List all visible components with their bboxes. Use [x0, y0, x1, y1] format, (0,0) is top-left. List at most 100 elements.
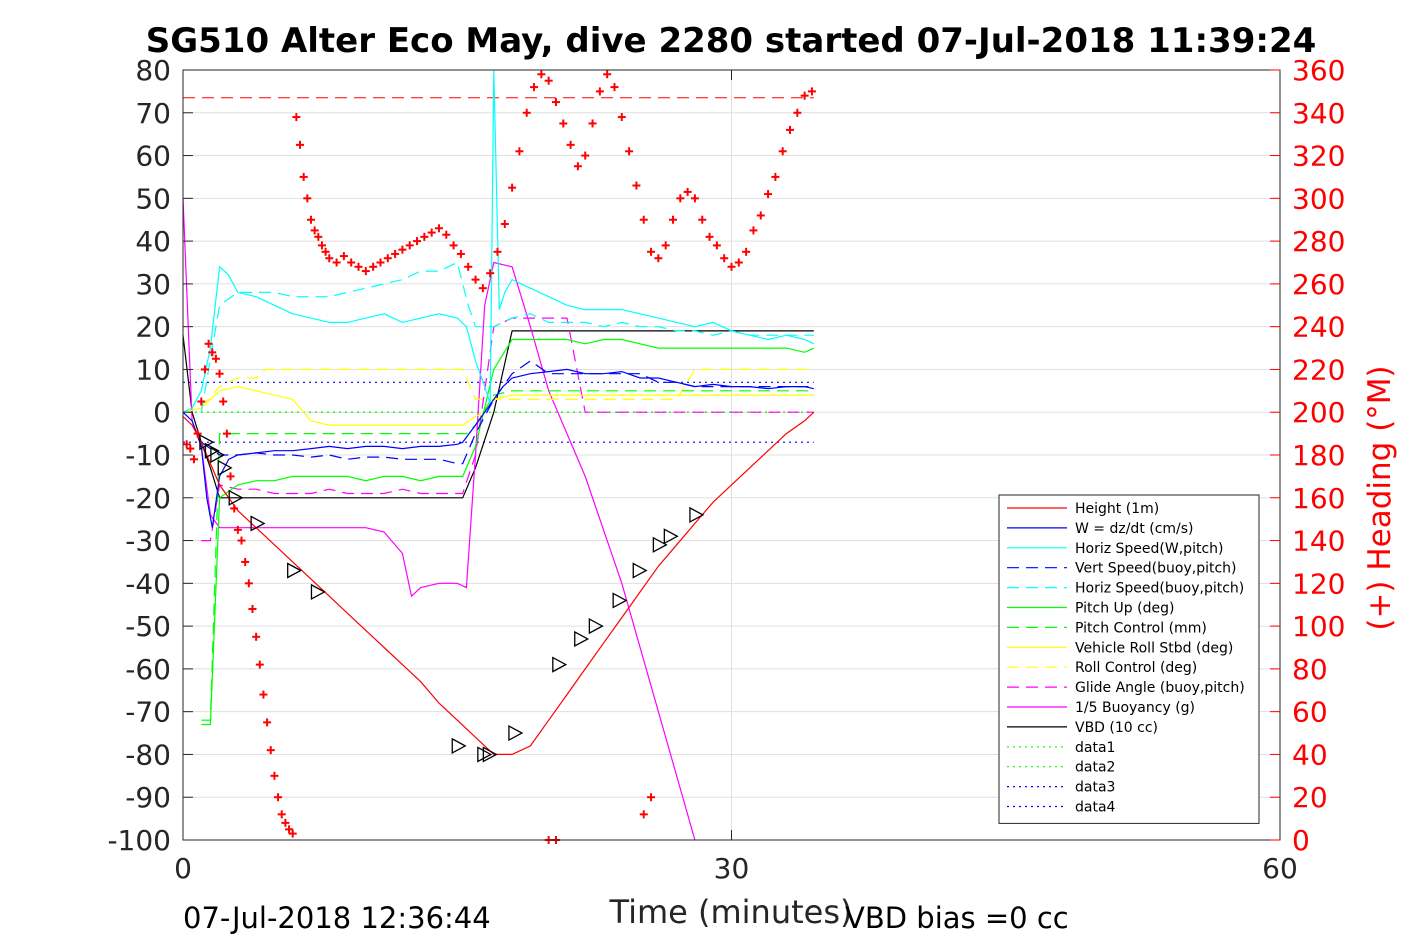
right-tick-label: 20	[1292, 781, 1328, 814]
heading-point	[778, 147, 787, 156]
legend: Height (1m) W = dz/dt (cm/s) Horiz Speed(W…	[998, 494, 1260, 824]
depth-marker	[574, 630, 590, 648]
depth-marker	[228, 489, 244, 506]
heading-point	[734, 258, 743, 267]
depth-marker	[689, 506, 705, 523]
legend-label: Horiz Speed(buoy,pitch)	[1075, 581, 1244, 597]
x-tick-labels: 0 30 60	[174, 852, 1298, 885]
depth-marker	[310, 583, 326, 600]
depth-marker	[632, 562, 648, 579]
heading-point	[647, 793, 656, 802]
heading-point	[566, 140, 575, 149]
series-line-pitch-control-mm	[201, 390, 814, 721]
heading-point	[442, 230, 451, 239]
y-tick-label: 60	[135, 140, 171, 173]
heading-point	[361, 267, 370, 276]
heading-point	[274, 793, 283, 802]
right-tick-label: 260	[1292, 268, 1345, 301]
heading-point	[471, 275, 480, 284]
depth-marker	[652, 536, 668, 553]
footer-timestamp: 07-Jul-2018 12:36:44	[183, 901, 491, 935]
heading-point	[508, 183, 517, 192]
heading-point	[603, 70, 612, 79]
heading-point	[683, 187, 692, 196]
y-tick-label: -30	[125, 525, 171, 558]
heading-point	[200, 365, 209, 374]
series-line-w-dz-dt-cm-s	[182, 368, 814, 528]
heading-point	[241, 557, 250, 566]
heading-point	[230, 504, 239, 513]
heading-point	[182, 440, 191, 449]
heading-point	[314, 232, 323, 241]
heading-point	[690, 194, 699, 203]
y-tick-label: -20	[125, 482, 171, 515]
heading-point	[456, 249, 465, 258]
heading-point	[515, 147, 524, 156]
heading-point	[266, 746, 275, 755]
right-tick-label: 180	[1292, 439, 1345, 472]
y-tick-label: -50	[125, 610, 171, 643]
y-tick-label: 10	[135, 353, 171, 386]
y-tick-label: 40	[135, 225, 171, 258]
heading-point	[405, 241, 414, 250]
heading-point	[749, 226, 758, 235]
heading-point	[259, 690, 268, 699]
right-tick-label: 100	[1292, 610, 1345, 643]
heading-point	[317, 241, 326, 250]
x-tick-label: 0	[174, 852, 192, 885]
heading-point	[617, 113, 626, 122]
heading-point	[189, 455, 198, 464]
legend-label: data3	[1075, 780, 1115, 796]
right-tick-label: 80	[1292, 653, 1328, 686]
heading-point	[211, 354, 220, 363]
y-tick-label: -100	[107, 824, 171, 857]
series-line-vbd-10-cc	[182, 330, 814, 499]
heading-point	[464, 262, 473, 271]
legend-label: 1/5 Buoyancy (g)	[1075, 700, 1195, 716]
heading-point	[252, 632, 261, 641]
heading-point	[413, 237, 422, 246]
heading-point	[720, 254, 729, 263]
right-tick-labels: 3603403203002802602402202001801601401201…	[1292, 54, 1345, 857]
heading-point	[222, 429, 231, 438]
depth-marker	[204, 442, 220, 459]
heading-point	[698, 215, 707, 224]
legend-label: data1	[1075, 740, 1115, 756]
heading-point	[610, 83, 619, 92]
series-line-1-5-buoyancy-g	[182, 198, 696, 841]
heading-point	[233, 525, 242, 534]
series-line-horiz-speed-buoy-pitch	[200, 261, 814, 413]
heading-point	[369, 262, 378, 271]
heading-point	[285, 825, 294, 834]
heading-point	[215, 369, 224, 378]
y-tick-label: 30	[135, 268, 171, 301]
heading-point	[522, 108, 531, 117]
right-tick-label: 240	[1292, 311, 1345, 344]
axis-ticks	[182, 69, 1281, 841]
heading-point	[193, 429, 202, 438]
heading-point	[661, 241, 670, 250]
heading-point	[786, 125, 795, 134]
right-tick-label: 220	[1292, 353, 1345, 386]
heading-point	[793, 108, 802, 117]
heading-point	[321, 247, 330, 256]
y-tick-label: 20	[135, 311, 171, 344]
heading-point	[654, 254, 663, 263]
depth-marker	[482, 746, 498, 763]
right-tick-label: 120	[1292, 567, 1345, 600]
heading-point	[383, 254, 392, 263]
heading-point	[551, 98, 560, 107]
heading-point	[639, 215, 648, 224]
y-tick-label: -80	[125, 738, 171, 771]
depth-marker	[199, 434, 215, 451]
y-tick-label: 80	[135, 54, 171, 87]
depth-marker	[210, 446, 226, 464]
heading-point	[237, 536, 246, 545]
heading-point	[270, 771, 279, 780]
heading-point	[493, 247, 502, 256]
y-tick-label: -60	[125, 653, 171, 686]
right-tick-label: 340	[1292, 97, 1345, 130]
heading-point	[248, 605, 257, 613]
heading-point	[705, 232, 714, 241]
